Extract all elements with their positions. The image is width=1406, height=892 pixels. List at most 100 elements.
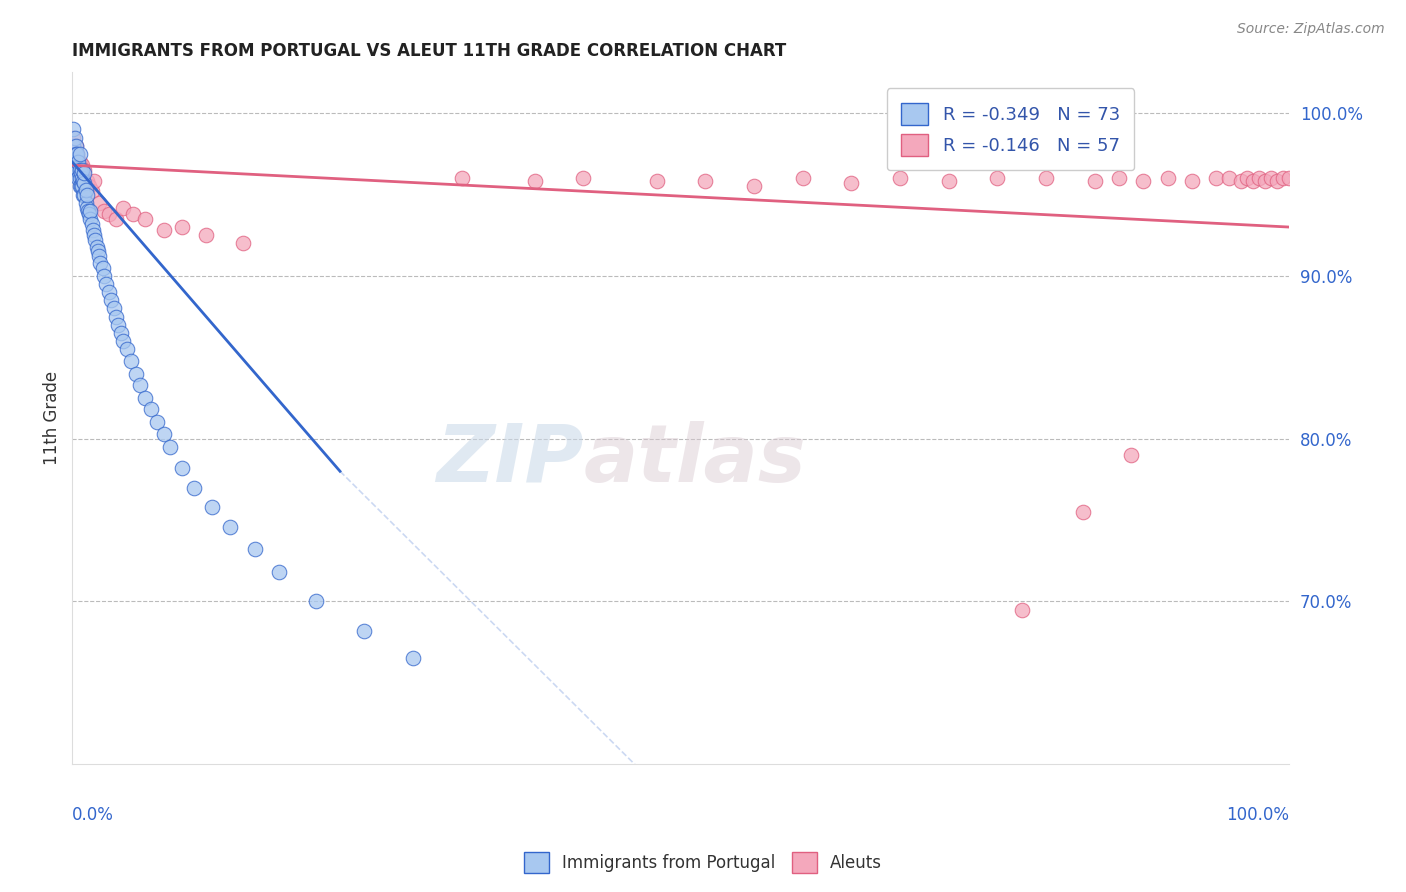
Point [67, 163, 90, 178]
Point [201, 500, 224, 514]
Point [1205, 171, 1227, 186]
Point [66, 163, 89, 178]
Point [69, 171, 91, 186]
Point [73, 176, 96, 190]
Point [170, 220, 193, 235]
Point [63, 146, 86, 161]
Point [1084, 174, 1107, 188]
Point [122, 207, 145, 221]
Point [87, 195, 110, 210]
Point [134, 391, 156, 405]
Point [70, 179, 93, 194]
Point [103, 301, 125, 316]
Point [402, 651, 425, 665]
Point [83, 228, 105, 243]
Point [77, 207, 100, 221]
Point [183, 481, 205, 495]
Point [645, 174, 668, 188]
Point [120, 353, 142, 368]
Point [523, 174, 546, 188]
Point [159, 440, 181, 454]
Point [110, 326, 132, 340]
Point [1108, 171, 1130, 186]
Point [1035, 171, 1057, 186]
Point [1157, 171, 1180, 186]
Point [76, 174, 98, 188]
Point [195, 228, 218, 243]
Point [70, 171, 93, 186]
Point [1265, 174, 1288, 188]
Text: Source: ZipAtlas.com: Source: ZipAtlas.com [1237, 22, 1385, 37]
Point [69, 155, 91, 169]
Text: 100.0%: 100.0% [1226, 805, 1289, 824]
Text: IMMIGRANTS FROM PORTUGAL VS ALEUT 11TH GRADE CORRELATION CHART: IMMIGRANTS FROM PORTUGAL VS ALEUT 11TH G… [72, 42, 786, 60]
Point [70, 163, 93, 178]
Point [63, 142, 86, 156]
Point [63, 152, 86, 166]
Point [1278, 171, 1301, 186]
Point [986, 171, 1008, 186]
Point [1272, 171, 1295, 186]
Point [89, 256, 111, 270]
Point [80, 217, 103, 231]
Point [105, 211, 128, 226]
Point [72, 174, 94, 188]
Point [79, 203, 101, 218]
Point [1132, 174, 1154, 188]
Point [93, 203, 115, 218]
Point [243, 542, 266, 557]
Point [69, 166, 91, 180]
Y-axis label: 11th Grade: 11th Grade [44, 371, 60, 466]
Point [65, 138, 87, 153]
Point [219, 519, 242, 533]
Point [792, 171, 814, 186]
Point [889, 171, 911, 186]
Point [69, 163, 91, 178]
Point [75, 183, 97, 197]
Point [69, 146, 91, 161]
Point [134, 211, 156, 226]
Point [91, 260, 114, 275]
Text: atlas: atlas [583, 421, 806, 499]
Point [1236, 171, 1258, 186]
Point [1218, 171, 1240, 186]
Point [77, 203, 100, 218]
Point [1260, 171, 1282, 186]
Point [938, 174, 960, 188]
Point [70, 158, 93, 172]
Point [1241, 174, 1264, 188]
Text: 0.0%: 0.0% [72, 805, 114, 824]
Point [62, 138, 84, 153]
Point [97, 207, 120, 221]
Point [66, 146, 89, 161]
Point [86, 239, 108, 253]
Point [73, 163, 96, 178]
Point [67, 158, 90, 172]
Point [75, 195, 97, 210]
Point [65, 155, 87, 169]
Point [66, 146, 89, 161]
Point [62, 130, 84, 145]
Point [141, 402, 163, 417]
Point [65, 146, 87, 161]
Point [146, 416, 169, 430]
Point [67, 171, 90, 186]
Point [232, 236, 254, 251]
Point [353, 624, 375, 638]
Point [67, 155, 90, 169]
Point [695, 174, 717, 188]
Text: ZIP: ZIP [436, 421, 583, 499]
Point [152, 426, 174, 441]
Point [1181, 174, 1204, 188]
Point [1229, 174, 1251, 188]
Point [76, 201, 98, 215]
Point [87, 244, 110, 259]
Point [1254, 174, 1277, 188]
Point [69, 179, 91, 194]
Point [84, 233, 107, 247]
Point [152, 223, 174, 237]
Point [79, 211, 101, 226]
Point [305, 594, 328, 608]
Point [1071, 505, 1094, 519]
Point [77, 179, 100, 194]
